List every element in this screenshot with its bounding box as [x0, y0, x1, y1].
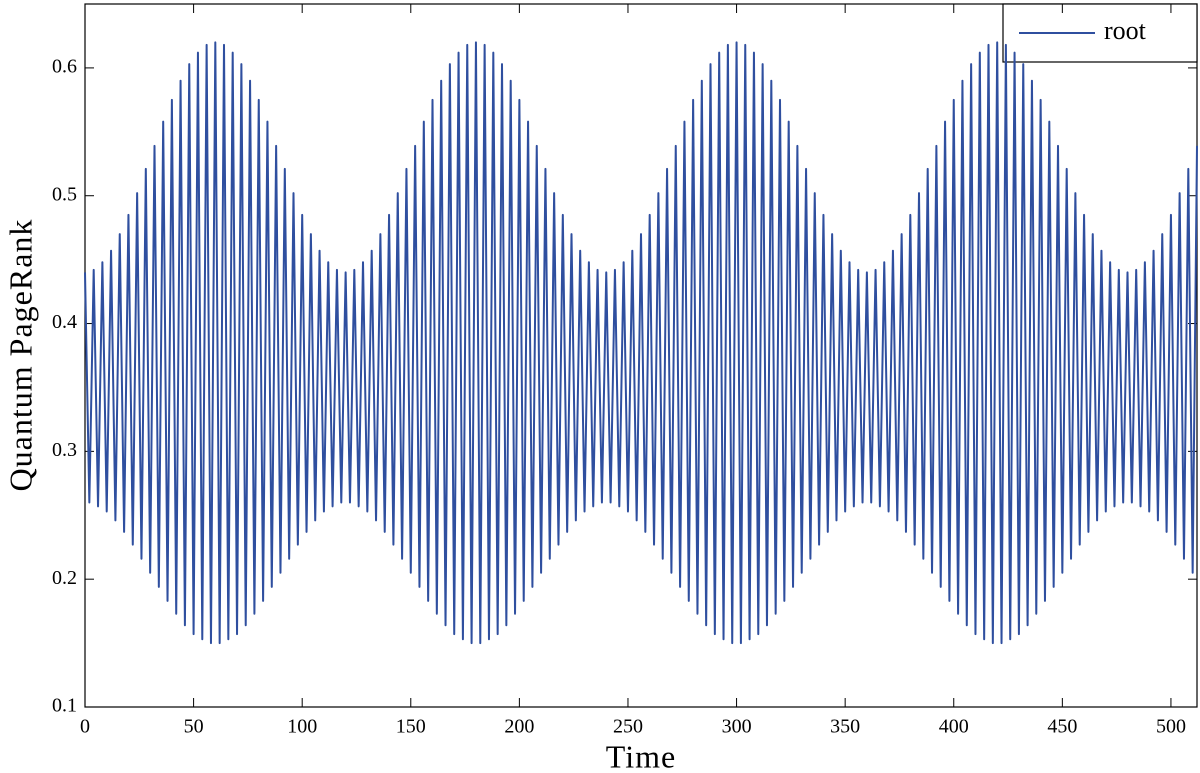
plot-frame	[84, 3, 1198, 708]
y-tick-label: 0.2	[52, 567, 77, 589]
x-tick-label: 350	[830, 716, 860, 738]
x-tick-label: 250	[613, 716, 643, 738]
x-tick-label: 200	[504, 716, 534, 738]
y-tick-label: 0.4	[52, 311, 77, 333]
x-tick-label: 450	[1047, 716, 1077, 738]
x-tick-label: 50	[184, 716, 204, 738]
y-tick-label: 0.1	[52, 695, 77, 717]
y-tick-label: 0.6	[52, 56, 77, 78]
legend-label: root	[1104, 16, 1147, 45]
x-tick-label: 500	[1156, 716, 1186, 738]
y-tick-label: 0.3	[52, 439, 77, 461]
x-tick-label: 400	[939, 716, 969, 738]
x-axis-title: Time	[606, 738, 676, 773]
y-axis-title: Quantum PageRank	[2, 219, 38, 492]
x-tick-label: 300	[722, 716, 752, 738]
x-tick-label: 150	[396, 716, 426, 738]
y-tick-label: 0.5	[52, 183, 77, 205]
data-line	[84, 41, 1198, 645]
x-tick-label: 100	[287, 716, 317, 738]
x-tick-label: 0	[80, 716, 90, 738]
